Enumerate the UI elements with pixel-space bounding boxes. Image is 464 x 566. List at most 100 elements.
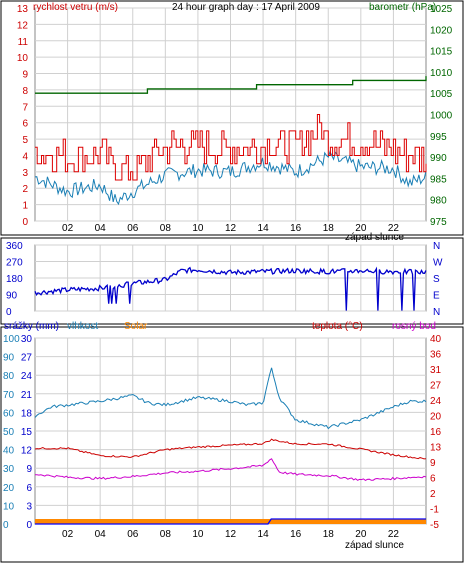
temp-tick-label: 36: [430, 350, 442, 361]
left-tick-label: 0: [22, 217, 28, 228]
temperature-label: teplota (°C): [312, 321, 363, 332]
right-tick-label: 1005: [430, 89, 453, 100]
left-tick-label: 8: [22, 86, 28, 97]
temp-tick-label: 27: [430, 381, 442, 392]
temp-tick-label: 20: [430, 412, 442, 423]
x-tick-label: 20: [355, 529, 367, 540]
temp-tick-label: 31: [430, 365, 442, 376]
barometer-label: barometr (hPa): [369, 2, 436, 13]
right-tick-label: 1010: [430, 68, 453, 79]
x-tick-label: 06: [127, 223, 139, 234]
left-tick-label: 2: [22, 184, 28, 195]
humidity-tick-label: 50: [3, 427, 15, 438]
x-tick-label: 12: [225, 529, 237, 540]
x-tick-label: 14: [258, 529, 270, 540]
left-tick-label: 10: [17, 53, 29, 64]
panel3-temp-right-ticks: -5 -1 2 6 9 13 16 20 24 27 31 36 40: [430, 334, 442, 531]
rain-tick-label: 30: [21, 334, 33, 345]
x-tick-label: 22: [388, 223, 400, 234]
x-tick-label: 10: [192, 529, 204, 540]
humidity-label: vlhkost: [67, 321, 98, 332]
x-tick-label: 22: [388, 529, 400, 540]
rain-label: srážky (mm): [4, 321, 59, 332]
rain-tick-label: 0: [26, 520, 32, 531]
wind-speed-line: [35, 114, 427, 181]
temp-tick-label: -1: [430, 505, 439, 516]
right-tick-label: 980: [430, 196, 447, 207]
right-tick-label: 995: [430, 132, 447, 143]
panel2-frame: [0, 237, 464, 325]
humidity-line: [34, 367, 427, 430]
direction-tick-label: 0: [6, 307, 12, 318]
humidity-tick-label: 100: [3, 334, 20, 345]
panel3-grid: [35, 337, 426, 525]
left-tick-label: 12: [17, 20, 29, 31]
x-tick-label: 06: [127, 529, 139, 540]
direction-tick-label: 360: [6, 241, 23, 252]
rain-tick-label: 3: [26, 501, 32, 512]
x-tick-label: 16: [290, 529, 302, 540]
compass-tick-label: N: [433, 307, 440, 318]
wind-speed-label: rychlost vetru (m/s): [33, 2, 118, 13]
temp-tick-label: 16: [430, 427, 442, 438]
humidity-tick-label: 0: [3, 520, 9, 531]
x-tick-label: 18: [323, 529, 335, 540]
humidity-tick-label: 80: [3, 371, 15, 382]
direction-tick-label: 270: [6, 258, 23, 269]
x-tick-label: 02: [62, 223, 74, 234]
x-tick-label: 02: [62, 529, 74, 540]
rain-tick-label: 27: [21, 353, 33, 364]
right-tick-label: 1020: [430, 25, 453, 36]
panel1-right-ticks: 975 980 985 990 995 1000 1005 1010 1015 1020 1025: [430, 4, 453, 228]
x-tick-label: 20: [355, 223, 367, 234]
temp-tick-label: 40: [430, 334, 442, 345]
x-tick-label: 14: [258, 223, 270, 234]
humidity-tick-label: 70: [3, 390, 15, 401]
left-tick-label: 9: [22, 70, 28, 81]
rain-tick-label: 24: [21, 371, 33, 382]
temp-tick-label: 13: [430, 443, 442, 454]
compass-tick-label: S: [433, 274, 440, 285]
right-tick-label: 1025: [430, 4, 453, 15]
panel3-rain-ticks: 0 3 6 9 12 15 18 21 24 27 30: [21, 334, 33, 531]
solar-bar: [35, 519, 426, 524]
rain-tick-label: 6: [26, 483, 32, 494]
rain-tick-label: 21: [21, 390, 33, 401]
chart-series: [34, 76, 427, 525]
panel1-x-ticks: 02 04 06 08 10 12 14 16 18 20 22: [62, 223, 399, 234]
right-tick-label: 1015: [430, 47, 453, 58]
x-tick-label: 08: [160, 223, 172, 234]
dewpoint-line: [34, 458, 427, 481]
x-tick-label: 08: [160, 529, 172, 540]
humidity-tick-label: 40: [3, 446, 15, 457]
panel3-frame: [0, 326, 464, 563]
humidity-tick-label: 20: [3, 483, 15, 494]
temp-tick-label: -5: [430, 520, 439, 531]
temp-tick-label: 9: [430, 458, 436, 469]
x-tick-label: 12: [225, 223, 237, 234]
temp-tick-label: 24: [430, 396, 442, 407]
solar-label: Solar: [124, 321, 148, 332]
x-tick-label: 16: [290, 223, 302, 234]
compass-tick-label: E: [433, 291, 440, 302]
x-tick-label: 18: [323, 223, 335, 234]
left-tick-label: 5: [22, 135, 28, 146]
compass-tick-label: N: [433, 241, 440, 252]
temperature-line: [34, 438, 427, 460]
left-tick-label: 6: [22, 119, 28, 130]
wind-band-line: [34, 150, 427, 206]
wind-direction-line: [34, 266, 427, 311]
panel3-x-ticks: 02 04 06 08 10 12 14 16 18 20 22: [62, 529, 399, 540]
humidity-tick-label: 10: [3, 501, 15, 512]
left-tick-label: 13: [17, 4, 29, 15]
direction-tick-label: 180: [6, 274, 23, 285]
rain-tick-label: 12: [21, 446, 33, 457]
panel1-sunset-note: západ slunce: [345, 232, 404, 243]
left-tick-label: 4: [22, 151, 28, 162]
panel2-left-ticks: 360 270 180 90 0: [6, 241, 23, 318]
humidity-tick-label: 60: [3, 408, 15, 419]
humidity-tick-label: 90: [3, 353, 15, 364]
